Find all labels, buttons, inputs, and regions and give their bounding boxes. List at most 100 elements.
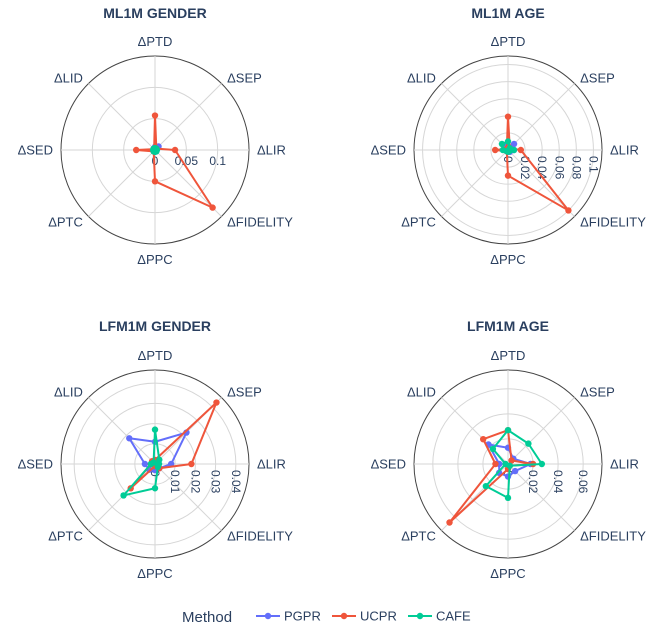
- radar-panel: ML1M AGE ΔPTD ΔSEP ΔLIR ΔFIDELITY ΔPPC ΔPTC ΔSE…: [371, 5, 647, 267]
- legend-label: PGPR: [284, 609, 321, 624]
- axis-label: ΔPTC: [48, 215, 83, 230]
- legend-title: Method: [182, 609, 232, 626]
- series-point: [150, 145, 157, 152]
- axis-label: ΔPTC: [401, 215, 436, 230]
- axis-label: ΔPPC: [490, 252, 525, 267]
- series-point: [150, 459, 157, 466]
- axis-label: ΔLID: [407, 384, 436, 399]
- radial-tick-label: 0.02: [188, 470, 202, 494]
- series-point: [504, 494, 512, 502]
- axis-label: ΔPTD: [491, 34, 526, 49]
- spoke: [88, 83, 156, 151]
- legend-marker: [340, 612, 348, 620]
- spoke: [507, 463, 575, 531]
- series-point: [504, 113, 512, 120]
- series-point: [446, 519, 453, 526]
- panel-title: LFM1M AGE: [467, 318, 549, 334]
- series-point: [502, 460, 509, 468]
- axis-label: ΔPPC: [490, 566, 525, 581]
- axis-label: ΔPTD: [491, 348, 526, 363]
- series-point: [498, 140, 506, 148]
- radial-tick-label: 0.03: [209, 470, 223, 494]
- series-point: [151, 485, 159, 492]
- legend-item[interactable]: CAFE: [408, 609, 471, 624]
- axis-label: ΔSEP: [580, 70, 615, 85]
- radial-tick-label: 0.06: [576, 470, 590, 494]
- axis-label: ΔLIR: [610, 457, 639, 472]
- radial-tick-label: 0.02: [518, 156, 532, 180]
- axis-label: ΔLID: [54, 70, 83, 85]
- axis-label: ΔFIDELITY: [227, 529, 293, 544]
- series-point: [492, 460, 499, 468]
- series-point: [504, 426, 512, 434]
- legend-item[interactable]: UCPR: [332, 609, 397, 624]
- spoke: [507, 83, 575, 151]
- legend-label: CAFE: [436, 609, 471, 624]
- legend-item[interactable]: PGPR: [256, 609, 321, 624]
- axis-label: ΔPTC: [48, 529, 83, 544]
- radial-tick-label: 0.1: [209, 154, 226, 168]
- radar-panel: LFM1M GENDER ΔPTD ΔSEP ΔLIR ΔFIDELITY ΔPPC ΔPT…: [18, 318, 294, 581]
- series-point: [491, 146, 499, 154]
- legend-marker: [416, 612, 424, 620]
- axis-label: ΔFIDELITY: [580, 529, 646, 544]
- radial-tick-label: 0: [148, 470, 162, 477]
- axis-label: ΔFIDELITY: [227, 215, 293, 230]
- axis-label: ΔFIDELITY: [580, 215, 646, 230]
- legend: Method PGPR UCPR CAFE: [182, 609, 471, 627]
- series-point: [209, 204, 216, 211]
- axis-label: ΔSED: [18, 457, 53, 472]
- series-point: [120, 492, 127, 499]
- radial-tick-label: 0.01: [168, 470, 182, 494]
- axis-label: ΔSEP: [227, 70, 262, 85]
- axis-label: ΔSEP: [580, 384, 615, 399]
- axis-label: ΔSED: [371, 457, 406, 472]
- legend-items: PGPR UCPR CAFE: [256, 609, 471, 624]
- series-point: [489, 445, 497, 453]
- radial-tick-label: 0.02: [526, 470, 540, 494]
- spoke: [154, 83, 222, 151]
- radial-tick-label: 0.04: [551, 470, 565, 494]
- axis-label: ΔPTD: [138, 348, 173, 363]
- spoke: [88, 149, 156, 217]
- spoke: [88, 397, 156, 465]
- axis-label: ΔLIR: [257, 143, 286, 158]
- series-point: [511, 467, 519, 475]
- legend-label: UCPR: [360, 609, 397, 624]
- series-point: [482, 482, 490, 490]
- radial-tick-label: 0.04: [229, 470, 243, 494]
- series-point: [133, 146, 140, 154]
- panels: ML1M GENDER ΔPTD ΔSEP ΔLIR ΔFIDELITY ΔPPC ΔPTC…: [18, 5, 647, 581]
- panel-title: ML1M AGE: [471, 5, 544, 21]
- radial-tick-label: 0: [152, 154, 159, 168]
- series-point: [213, 399, 220, 406]
- series-point: [141, 460, 149, 468]
- series-point: [517, 146, 525, 154]
- series-point: [525, 440, 532, 447]
- axis-label: ΔPTC: [401, 529, 436, 544]
- axis-label: ΔLID: [407, 70, 436, 85]
- axis-label: ΔSED: [18, 143, 53, 158]
- series-point: [504, 172, 512, 179]
- series-point: [151, 112, 159, 119]
- panel-title: LFM1M GENDER: [99, 318, 211, 334]
- series-point: [508, 457, 515, 464]
- series-point: [171, 146, 179, 154]
- series-point: [151, 426, 159, 433]
- axis-label: ΔPTD: [138, 34, 173, 49]
- axis-label: ΔLIR: [610, 143, 639, 158]
- spoke: [441, 149, 509, 217]
- series-point: [510, 140, 518, 148]
- axis-label: ΔSED: [371, 143, 406, 158]
- series-point: [154, 463, 162, 471]
- series-point: [188, 460, 195, 468]
- radial-tick-label: 0.06: [552, 156, 566, 180]
- axis-label: ΔPPC: [137, 566, 172, 581]
- spoke: [154, 463, 222, 531]
- axis-label: ΔLID: [54, 384, 83, 399]
- series-point: [538, 460, 546, 468]
- series-point: [565, 207, 572, 214]
- series-point: [126, 435, 133, 442]
- series-point: [504, 138, 512, 145]
